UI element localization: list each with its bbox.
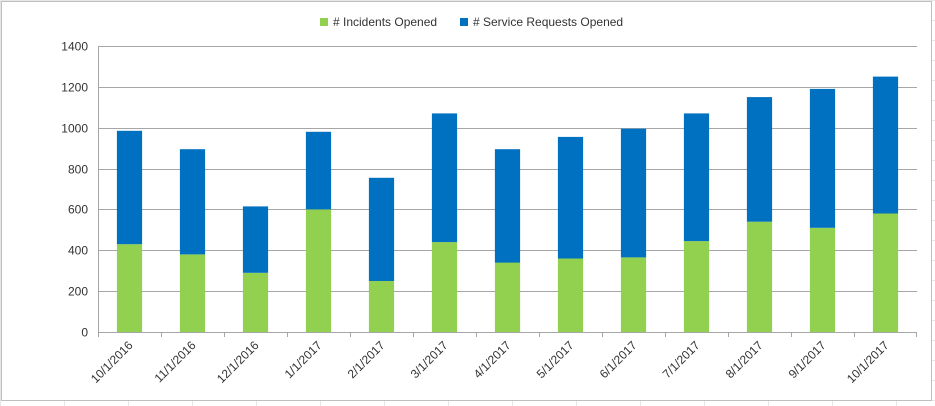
- bar-incidents[interactable]: [305, 209, 332, 332]
- legend-label: # Incidents Opened: [333, 15, 437, 29]
- bar-incidents[interactable]: [683, 241, 710, 332]
- bar-incidents[interactable]: [746, 221, 773, 332]
- x-axis: 10/1/2016 11/1/2016 12/1/2016 1/1/2017 2/1/2…: [88, 332, 917, 386]
- y-tick-label: 1000: [61, 122, 88, 136]
- y-tick-label: 600: [68, 203, 88, 217]
- bar-service-requests[interactable]: [620, 128, 647, 258]
- bar-incidents[interactable]: [494, 262, 521, 333]
- x-tick-label: 12/1/2016: [214, 338, 262, 386]
- bar-service-requests[interactable]: [179, 149, 206, 255]
- bar-incidents[interactable]: [557, 258, 584, 333]
- bar-service-requests[interactable]: [872, 76, 899, 214]
- bar-service-requests[interactable]: [431, 113, 458, 243]
- bar-service-requests[interactable]: [116, 130, 143, 245]
- x-tick-label: 4/1/2017: [471, 338, 514, 381]
- y-tick-label: 0: [81, 326, 88, 340]
- legend-swatch: [460, 18, 468, 26]
- bar-incidents[interactable]: [809, 227, 836, 332]
- y-tick-label: 1400: [61, 40, 88, 54]
- legend: # Incidents Opened # Service Requests Ope…: [320, 15, 623, 29]
- x-tick-label: 1/1/2017: [282, 338, 325, 381]
- x-tick-label: 6/1/2017: [597, 338, 640, 381]
- x-tick-label: 10/1/2016: [88, 338, 136, 386]
- y-tick-label: 1200: [61, 81, 88, 95]
- y-tick-label: 200: [68, 285, 88, 299]
- x-tick-label: 9/1/2017: [786, 338, 829, 381]
- bar-incidents[interactable]: [368, 280, 395, 332]
- bar-service-requests[interactable]: [368, 177, 395, 281]
- bar-service-requests[interactable]: [305, 131, 332, 210]
- x-tick-label: 5/1/2017: [534, 338, 577, 381]
- x-tick-label: 7/1/2017: [660, 338, 703, 381]
- bar-service-requests[interactable]: [746, 97, 773, 222]
- bar-service-requests[interactable]: [683, 113, 710, 242]
- y-tick-label: 400: [68, 244, 88, 258]
- legend-swatch: [320, 18, 328, 26]
- x-tick-label: 10/1/2017: [844, 338, 892, 386]
- bar-service-requests[interactable]: [557, 136, 584, 259]
- x-tick-label: 3/1/2017: [408, 338, 451, 381]
- bar-incidents[interactable]: [872, 213, 899, 333]
- bar-incidents[interactable]: [242, 272, 269, 332]
- x-tick-label: 8/1/2017: [723, 338, 766, 381]
- bar-service-requests[interactable]: [809, 88, 836, 228]
- bars: [116, 76, 899, 333]
- bar-incidents[interactable]: [431, 242, 458, 332]
- y-axis: 0 200 400 600 800 1000 1200 1400: [61, 40, 99, 340]
- legend-label: # Service Requests Opened: [473, 15, 623, 29]
- y-tick-label: 800: [68, 163, 88, 177]
- bar-incidents[interactable]: [620, 257, 647, 332]
- x-tick-label: 2/1/2017: [345, 338, 388, 381]
- bar-service-requests[interactable]: [242, 206, 269, 273]
- bar-incidents[interactable]: [116, 244, 143, 332]
- bar-incidents[interactable]: [179, 254, 206, 332]
- bar-service-requests[interactable]: [494, 149, 521, 263]
- x-tick-label: 11/1/2016: [152, 338, 199, 385]
